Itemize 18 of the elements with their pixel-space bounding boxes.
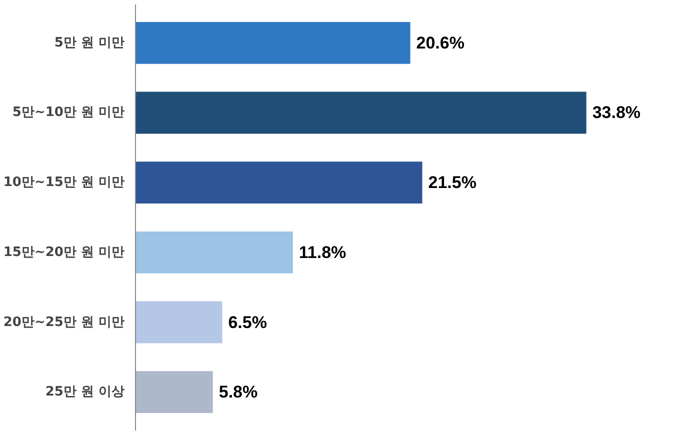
data-label: 20.6% — [416, 33, 464, 52]
bar — [136, 92, 586, 134]
y-tick-label: 10만~15만 원 미만 — [3, 175, 125, 190]
data-label: 5.8% — [218, 382, 258, 402]
bar — [136, 371, 213, 414]
y-tick-label: 25만 원 이상 — [45, 384, 125, 400]
bar — [136, 231, 293, 274]
bar — [136, 301, 222, 344]
data-label: 6.5% — [228, 312, 267, 332]
bar — [136, 22, 410, 64]
data-label: 21.5% — [428, 173, 476, 192]
y-tick-label: 5만 원 미만 — [54, 35, 125, 50]
y-tick-label: 5만~10만 원 미만 — [12, 105, 125, 120]
y-tick-label: 20만~25만 원 미만 — [3, 314, 125, 330]
bar — [136, 162, 422, 204]
data-label: 11.8% — [298, 242, 346, 262]
data-label: 33.8% — [592, 103, 641, 122]
y-tick-label: 15만~20만 원 미만 — [3, 244, 125, 260]
